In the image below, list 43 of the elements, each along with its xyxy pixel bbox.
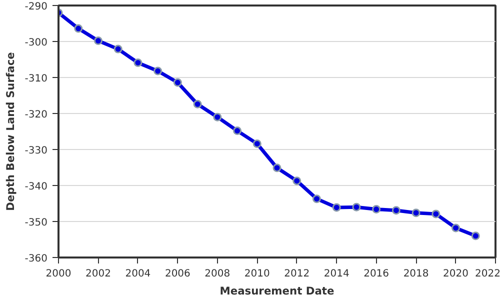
x-tick-label: 2006 — [164, 268, 190, 280]
y-tick-label: -300 — [24, 38, 48, 48]
point — [272, 164, 282, 172]
point — [154, 66, 162, 76]
y-tick-label: -340 — [24, 182, 48, 192]
x-tick-label: 2012 — [284, 268, 310, 280]
point — [392, 206, 400, 215]
x-tick-label: 2000 — [46, 268, 72, 280]
point — [213, 112, 222, 122]
point — [252, 139, 262, 148]
point — [114, 44, 122, 54]
point — [332, 203, 341, 212]
point — [74, 24, 83, 33]
point — [412, 208, 420, 218]
x-tick-label: 2022 — [475, 268, 500, 280]
point — [193, 100, 202, 108]
point — [432, 210, 440, 218]
point — [352, 202, 361, 212]
x-tick-label: 2002 — [86, 268, 111, 280]
y-tick-label: -350 — [24, 218, 48, 228]
x-tick-label: 2004 — [125, 268, 151, 280]
point — [134, 58, 142, 67]
x-tick-label: 2020 — [443, 268, 468, 280]
point — [312, 194, 321, 204]
x-tick-label: 2016 — [364, 268, 390, 280]
x-tick-label: 2010 — [244, 268, 270, 280]
y-tick-label: -360 — [24, 254, 48, 264]
y-tick-label: -290 — [24, 2, 48, 12]
point — [372, 205, 381, 214]
x-axis-title: Measurement Date — [220, 284, 334, 298]
y-tick-label: -330 — [24, 146, 48, 156]
point — [471, 232, 480, 240]
x-tick-label: 2008 — [204, 268, 230, 280]
y-axis-title: Depth Below Land Surface — [4, 52, 17, 211]
x-tick-label: 2014 — [324, 268, 350, 280]
x-tick-label: 2018 — [403, 268, 429, 280]
y-tick-label: -310 — [24, 74, 48, 84]
point — [233, 126, 242, 136]
point — [94, 36, 102, 46]
point — [173, 78, 182, 87]
point — [452, 224, 460, 232]
y-tick-label: -320 — [24, 110, 48, 120]
point — [292, 176, 302, 186]
